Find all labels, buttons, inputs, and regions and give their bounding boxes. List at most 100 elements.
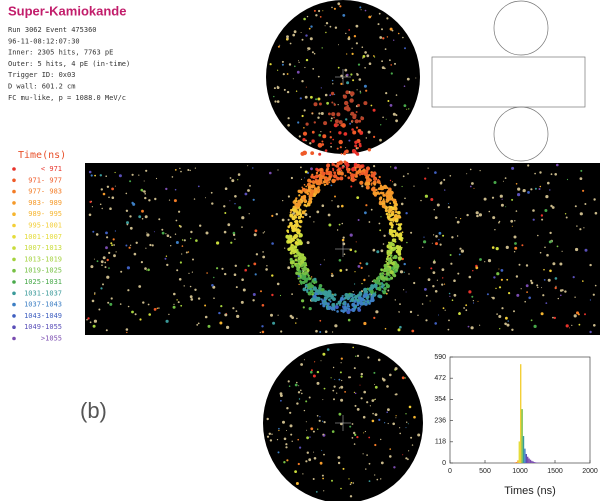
pmt-hit (435, 242, 438, 245)
pmt-hit (334, 8, 336, 10)
pmt-hit (302, 151, 307, 156)
hist-bar (530, 460, 531, 463)
pmt-hit (271, 242, 274, 245)
pmt-hit (290, 434, 292, 436)
pmt-hit (337, 168, 340, 171)
pmt-hit (282, 200, 283, 201)
pmt-hit (311, 298, 315, 302)
pmt-hit (358, 64, 360, 66)
pmt-hit (317, 98, 320, 101)
pmt-hit (298, 385, 299, 386)
pmt-hit (101, 188, 103, 190)
pmt-hit (347, 308, 350, 311)
pmt-hit (571, 325, 572, 326)
pmt-hit (260, 332, 261, 333)
pmt-hit (142, 218, 144, 220)
legend-label: 1013-1019 (24, 255, 62, 263)
pmt-hit (198, 186, 200, 188)
pmt-hit (113, 254, 116, 257)
pmt-hit (320, 293, 322, 295)
pmt-hit (386, 293, 388, 295)
pmt-hit (320, 16, 322, 18)
pmt-hit (545, 195, 548, 198)
pmt-hit (341, 358, 343, 360)
pmt-hit (371, 105, 373, 107)
pmt-hit (390, 191, 394, 195)
pmt-hit (453, 279, 456, 282)
pmt-hit (323, 454, 325, 456)
pmt-hit (514, 236, 517, 239)
pmt-hit (145, 248, 146, 249)
pmt-hit (100, 287, 102, 289)
pmt-hit (357, 299, 360, 302)
pmt-hit (331, 274, 334, 277)
pmt-hit (304, 109, 306, 111)
pmt-hit (226, 313, 227, 314)
page: Super-Kamiokande (b) Run 3062 Event 4753… (0, 0, 609, 501)
pmt-hit (353, 296, 355, 298)
pmt-hit (361, 185, 363, 187)
legend-marker (12, 280, 16, 284)
pmt-hit (517, 188, 520, 191)
pmt-hit (494, 229, 495, 230)
legend-title: Time(ns) (18, 150, 66, 161)
pmt-hit (326, 102, 329, 105)
pmt-hit (101, 260, 104, 263)
pmt-hit (298, 60, 299, 61)
pmt-hit (544, 209, 547, 212)
pmt-hit (498, 315, 501, 318)
pmt-hit (290, 43, 292, 45)
pmt-hit (356, 74, 358, 76)
pmt-hit (390, 180, 391, 181)
pmt-hit (307, 269, 310, 272)
pmt-hit (448, 320, 450, 322)
pmt-hit (503, 181, 504, 182)
pmt-hit (103, 193, 106, 196)
pmt-hit (516, 210, 518, 212)
pmt-hit (115, 186, 116, 187)
pmt-hit (357, 408, 360, 411)
pmt-hit (584, 313, 586, 315)
pmt-hit (313, 478, 315, 480)
pmt-hit (382, 117, 384, 119)
pmt-hit (367, 182, 371, 186)
pmt-hit (272, 322, 275, 325)
pmt-hit (328, 113, 331, 116)
pmt-hit (301, 393, 303, 395)
pmt-hit (269, 172, 272, 175)
pmt-hit (549, 270, 552, 273)
pmt-hit (344, 253, 346, 255)
pmt-hit (359, 143, 362, 146)
pmt-hit (382, 37, 384, 39)
pmt-hit (276, 213, 278, 215)
pmt-hit (313, 375, 316, 378)
pmt-hit (417, 434, 420, 437)
pmt-hit (230, 242, 232, 244)
pmt-hit (345, 150, 349, 154)
pmt-hit (314, 361, 315, 362)
pmt-hit (287, 124, 290, 127)
pmt-hit (359, 291, 362, 294)
pmt-hit (249, 185, 251, 187)
pmt-hit (535, 188, 537, 190)
pmt-hit (366, 166, 370, 170)
pmt-hit (188, 273, 189, 274)
pmt-hit (317, 117, 319, 119)
pmt-hit (341, 153, 343, 155)
pmt-hit (111, 244, 113, 246)
pmt-hit (234, 203, 235, 204)
pmt-hit (253, 293, 256, 296)
pmt-hit (542, 294, 544, 296)
pmt-hit (505, 206, 506, 207)
pmt-hit (262, 256, 265, 259)
pmt-hit (397, 211, 401, 215)
pmt-hit (593, 198, 595, 200)
pmt-hit (341, 380, 342, 381)
pmt-hit (373, 178, 376, 181)
pmt-hit (344, 69, 347, 72)
pmt-hit (371, 187, 375, 191)
pmt-hit (424, 178, 426, 180)
pmt-hit (363, 416, 366, 419)
pmt-hit (292, 441, 293, 442)
pmt-hit (144, 193, 146, 195)
